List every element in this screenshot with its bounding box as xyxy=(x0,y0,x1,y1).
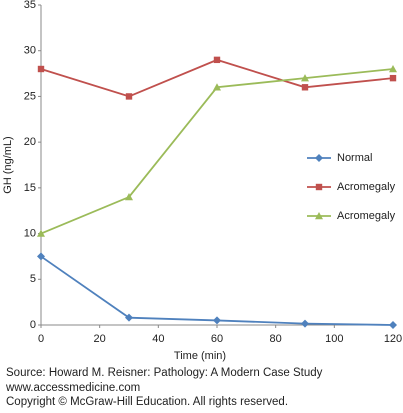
x-tick-label: 20 xyxy=(94,333,106,345)
x-tick-label: 120 xyxy=(384,333,402,345)
y-tick-label: 10 xyxy=(24,227,36,239)
series-line xyxy=(40,58,394,98)
legend-label: Acromegaly xyxy=(337,181,396,193)
x-tick-label: 60 xyxy=(211,333,223,345)
marker xyxy=(125,193,133,201)
marker xyxy=(213,316,221,325)
marker xyxy=(315,212,323,220)
marker xyxy=(389,321,397,329)
y-tick-label: 15 xyxy=(24,182,36,194)
source-line: Copyright © McGraw-Hill Education. All r… xyxy=(6,396,288,408)
marker xyxy=(315,154,323,162)
x-tick-label: 0 xyxy=(38,333,44,345)
y-tick-label: 35 xyxy=(24,0,36,11)
marker xyxy=(213,56,221,64)
marker xyxy=(389,65,397,73)
marker xyxy=(125,93,133,100)
marker xyxy=(125,313,133,322)
legend-label: Normal xyxy=(337,152,372,164)
y-tick-label: 25 xyxy=(24,90,36,102)
marker xyxy=(213,83,221,91)
y-tick-label: 5 xyxy=(30,273,36,285)
y-tick-label: 0 xyxy=(30,319,36,331)
marker xyxy=(389,74,397,82)
marker xyxy=(37,229,45,237)
source-line: Source: Howard M. Reisner: Pathology: A … xyxy=(6,367,323,379)
x-tick-label: 80 xyxy=(270,333,282,345)
marker xyxy=(301,84,309,91)
marker xyxy=(37,65,45,73)
x-axis-label: Time (min) xyxy=(174,350,226,362)
x-tick-label: 100 xyxy=(325,333,343,345)
marker xyxy=(301,319,309,328)
y-tick-label: 20 xyxy=(24,136,36,148)
marker xyxy=(301,74,309,82)
series-line xyxy=(40,255,394,326)
legend-label: Acromegaly xyxy=(337,210,396,222)
marker xyxy=(315,183,323,191)
y-axis-label: GH (ng/mL) xyxy=(2,136,14,193)
x-tick-label: 40 xyxy=(152,333,164,345)
y-tick-label: 30 xyxy=(24,45,36,57)
marker xyxy=(37,252,45,261)
source-line: www.accessmedicine.com xyxy=(5,382,140,394)
